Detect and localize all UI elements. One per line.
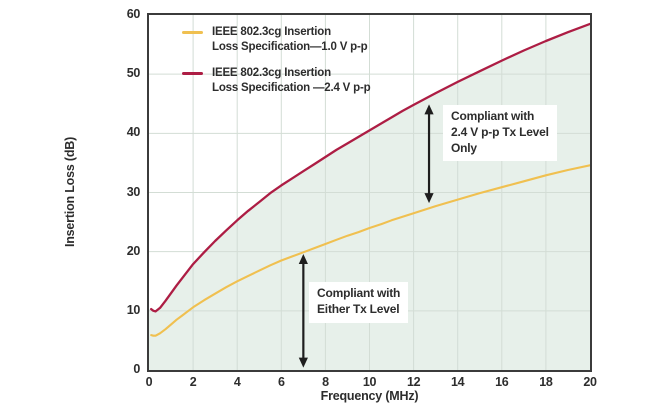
legend-swatch-2v4-line xyxy=(182,71,203,75)
y-tick-label: 10 xyxy=(126,302,141,317)
x-tick-label: 4 xyxy=(233,375,241,389)
x-tick-label: 12 xyxy=(406,375,421,389)
y-tick-label: 60 xyxy=(126,7,141,21)
annotation-arrowhead-up xyxy=(298,254,308,265)
plot-area: IEEE 802.3cg Insertion Loss Specificatio… xyxy=(147,13,592,372)
y-axis-title: Insertion Loss (dB) xyxy=(63,136,77,248)
legend-item-1v: IEEE 802.3cg Insertion Loss Specificatio… xyxy=(182,25,370,55)
annotation-arrowhead-up xyxy=(424,104,434,115)
legend-label-line: Loss Specification —2.4 V p-p xyxy=(212,81,371,94)
annotation-line: Either Tx Level xyxy=(317,301,400,316)
annotation-compliant-either: Compliant with Either Tx Level xyxy=(309,282,409,323)
legend-item-2v4: IEEE 802.3cg Insertion Loss Specificatio… xyxy=(182,66,371,96)
legend-label-line: IEEE 802.3cg Insertion xyxy=(212,26,331,38)
curve-1v-spec xyxy=(150,164,590,337)
annotation-line: Compliant with xyxy=(451,109,535,123)
x-tick-label: 8 xyxy=(322,375,329,389)
x-tick-label: 18 xyxy=(539,375,553,389)
y-tick-label: 40 xyxy=(126,125,141,140)
x-tick-label: 10 xyxy=(362,375,377,389)
legend-swatch-1v-line xyxy=(182,31,203,34)
annotation-line: Only xyxy=(451,140,477,155)
x-axis-title: Frequency (MHz) xyxy=(320,389,419,403)
legend-label-2v4: IEEE 802.3cg Insertion Loss Specificatio… xyxy=(212,66,371,96)
x-tick-label: 16 xyxy=(495,375,509,389)
x-tick-label: 20 xyxy=(583,375,597,389)
legend-label-1v: IEEE 802.3cg Insertion Loss Specificatio… xyxy=(212,25,368,55)
y-tick-label: 20 xyxy=(126,243,141,258)
annotation-line: 2.4 V p-p Tx Level xyxy=(451,124,549,139)
legend-label-line: Loss Specification—1.0 V p-p xyxy=(212,40,368,53)
y-tick-label: 50 xyxy=(126,66,141,81)
annotation-line: Compliant with xyxy=(317,286,401,300)
annotation-arrowhead-down xyxy=(424,193,434,204)
annotation-compliant-2v4-only: Compliant with 2.4 V p-p Tx Level Only xyxy=(443,105,557,162)
curve-2v4-spec xyxy=(150,22,590,313)
y-tick-label: 30 xyxy=(126,184,141,199)
y-tick-label: 0 xyxy=(133,362,140,376)
annotation-arrowhead-down xyxy=(298,357,308,368)
x-tick-label: 0 xyxy=(145,375,153,389)
x-tick-label: 14 xyxy=(451,375,465,389)
x-tick-label: 6 xyxy=(277,375,285,389)
x-tick-label: 2 xyxy=(189,375,197,389)
legend-label-line: IEEE 802.3cg Insertion xyxy=(212,66,331,79)
legend: IEEE 802.3cg Insertion Loss Specificatio… xyxy=(182,25,371,107)
